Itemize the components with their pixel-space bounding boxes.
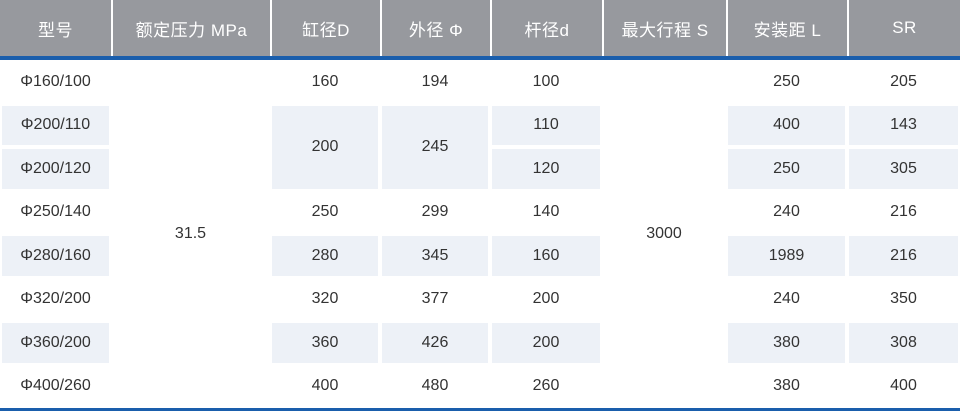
cell-outer-diameter: 480	[380, 364, 490, 408]
cell-bore: 250	[270, 190, 380, 234]
cell-sr: 205	[847, 60, 960, 104]
cell-rod: 200	[490, 321, 602, 365]
cell-model: Φ200/120	[0, 147, 111, 191]
cell-mount-distance: 380	[726, 364, 847, 408]
spec-table-body: Φ160/100 31.5 160 194 100 3000 250 205 Φ…	[0, 60, 960, 408]
cell-stroke-merged: 3000	[602, 60, 726, 408]
table-row: Φ360/200 360 426 200 380 308	[0, 321, 960, 365]
col-header-mount-distance: 安装距 L	[726, 0, 847, 56]
cell-outer-diameter: 345	[380, 234, 490, 278]
cell-mount-distance: 240	[726, 277, 847, 321]
cell-model: Φ250/140	[0, 190, 111, 234]
cell-rod: 260	[490, 364, 602, 408]
table-row: Φ400/260 400 480 260 380 400	[0, 364, 960, 408]
cell-model: Φ160/100	[0, 60, 111, 104]
cell-mount-distance: 240	[726, 190, 847, 234]
cell-mount-distance: 250	[726, 147, 847, 191]
cell-bore: 360	[270, 321, 380, 365]
cell-model: Φ280/160	[0, 234, 111, 278]
table-row: Φ200/110 200 245 110 400 143	[0, 103, 960, 191]
cell-sr: 305	[847, 147, 960, 191]
cell-bore: 320	[270, 277, 380, 321]
col-header-rod: 杆径d	[490, 0, 602, 56]
cell-rod: 200	[490, 277, 602, 321]
cell-bore-merged: 200	[270, 103, 380, 191]
table-row: Φ320/200 320 377 200 240 350	[0, 277, 960, 321]
col-header-sr: SR	[847, 0, 960, 56]
table-header-row: 型号 额定压力 MPa 缸径D 外径 Φ 杆径d 最大行程 S 安装距 L SR	[0, 0, 960, 56]
cell-rod: 110	[490, 103, 602, 147]
cell-model: Φ360/200	[0, 321, 111, 365]
cell-rod: 160	[490, 234, 602, 278]
table-row: Φ160/100 31.5 160 194 100 3000 250 205	[0, 60, 960, 408]
cell-mount-distance: 250	[726, 60, 847, 104]
cell-outer-diameter: 377	[380, 277, 490, 321]
col-header-stroke: 最大行程 S	[602, 0, 726, 56]
cell-model: Φ320/200	[0, 277, 111, 321]
cell-outer-diameter: 194	[380, 60, 490, 104]
cell-bore: 280	[270, 234, 380, 278]
cell-sr: 143	[847, 103, 960, 147]
cell-model: Φ400/260	[0, 364, 111, 408]
cell-bore: 400	[270, 364, 380, 408]
cell-pressure-merged: 31.5	[111, 60, 270, 408]
cell-outer-diameter-merged: 245	[380, 103, 490, 191]
col-header-bore: 缸径D	[270, 0, 380, 56]
cell-sr: 216	[847, 190, 960, 234]
cell-rod: 140	[490, 190, 602, 234]
col-header-outer-diameter: 外径 Φ	[380, 0, 490, 56]
cell-sr: 400	[847, 364, 960, 408]
cell-sr: 216	[847, 234, 960, 278]
cell-outer-diameter: 299	[380, 190, 490, 234]
header-bottom-rule	[0, 56, 960, 60]
cell-model: Φ200/110	[0, 103, 111, 147]
table-row: Φ280/160 280 345 160 1989 216	[0, 234, 960, 278]
cell-sr: 350	[847, 277, 960, 321]
cell-mount-distance: 380	[726, 321, 847, 365]
cell-rod: 120	[490, 147, 602, 191]
table-row: Φ250/140 250 299 140 240 216	[0, 190, 960, 234]
col-header-pressure: 额定压力 MPa	[111, 0, 270, 56]
table-row: Φ200/120 120 250 305	[0, 147, 960, 191]
cell-sr: 308	[847, 321, 960, 365]
cell-outer-diameter: 426	[380, 321, 490, 365]
cell-mount-distance: 1989	[726, 234, 847, 278]
col-header-model: 型号	[0, 0, 111, 56]
cell-bore: 160	[270, 60, 380, 104]
table-bottom-rule	[0, 408, 960, 411]
cell-rod: 100	[490, 60, 602, 104]
cell-mount-distance: 400	[726, 103, 847, 147]
